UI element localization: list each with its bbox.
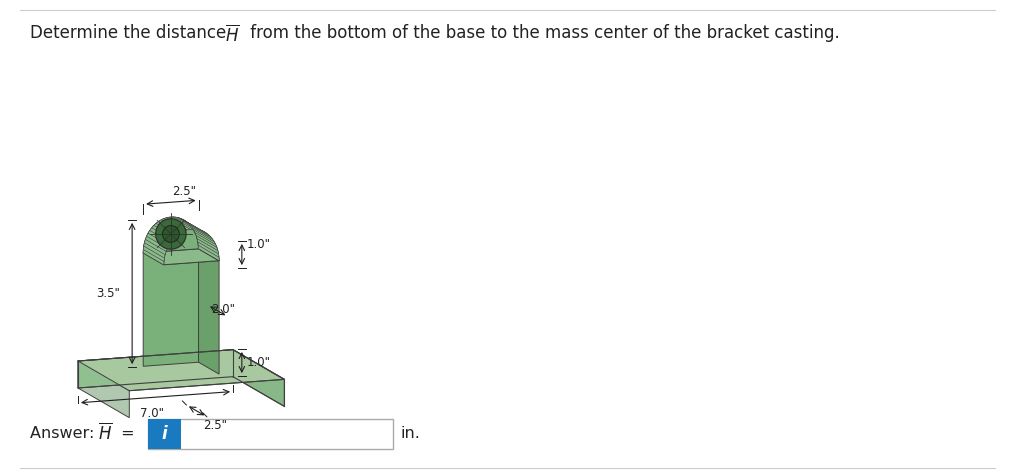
Polygon shape [186,221,208,235]
Text: 2.5": 2.5" [203,419,226,432]
Polygon shape [196,236,218,251]
Text: $\overline{H}$: $\overline{H}$ [98,423,113,444]
Text: 2.0": 2.0" [211,303,235,317]
Polygon shape [143,217,199,253]
Text: in.: in. [401,426,421,442]
Polygon shape [78,350,233,388]
Circle shape [155,219,186,249]
Text: Determine the distance: Determine the distance [30,24,231,42]
Polygon shape [181,218,204,231]
Polygon shape [192,228,214,242]
Polygon shape [166,217,190,229]
Polygon shape [233,350,284,407]
Polygon shape [198,246,219,261]
Polygon shape [158,220,182,233]
FancyBboxPatch shape [148,419,393,449]
Polygon shape [78,350,284,391]
Text: 3.5": 3.5" [96,287,120,300]
Polygon shape [199,249,219,261]
Polygon shape [154,223,177,237]
Polygon shape [143,253,163,265]
Polygon shape [143,217,219,265]
Text: 1.0": 1.0" [247,238,271,251]
Polygon shape [178,218,201,230]
Text: 7.0": 7.0" [140,407,164,420]
FancyBboxPatch shape [148,419,181,449]
Polygon shape [144,243,165,258]
Text: i: i [161,425,167,443]
Polygon shape [197,239,218,254]
Polygon shape [156,221,180,235]
Polygon shape [175,217,198,229]
Polygon shape [194,230,215,245]
Polygon shape [164,218,187,230]
Circle shape [162,226,180,242]
Polygon shape [145,236,167,251]
Polygon shape [143,249,199,366]
Polygon shape [147,233,168,248]
Polygon shape [148,230,171,245]
Polygon shape [78,361,129,418]
Polygon shape [173,217,196,229]
Text: from the bottom of the base to the mass center of the bracket casting.: from the bottom of the base to the mass … [245,24,839,42]
Text: 2.5": 2.5" [172,185,196,198]
Polygon shape [195,233,217,248]
Polygon shape [183,219,206,233]
Polygon shape [143,246,164,261]
Polygon shape [198,242,219,258]
Polygon shape [161,218,185,232]
Polygon shape [190,225,212,239]
Text: =: = [116,426,135,442]
Polygon shape [170,217,193,229]
Polygon shape [199,249,219,374]
Polygon shape [143,249,163,265]
Polygon shape [152,226,175,239]
Text: $\overline{H}$: $\overline{H}$ [225,24,240,45]
Text: Answer:: Answer: [30,426,99,442]
Polygon shape [150,228,173,242]
Polygon shape [163,229,219,265]
Polygon shape [144,239,166,255]
Polygon shape [143,249,219,265]
Text: 1.0": 1.0" [247,356,271,369]
Polygon shape [188,223,210,237]
